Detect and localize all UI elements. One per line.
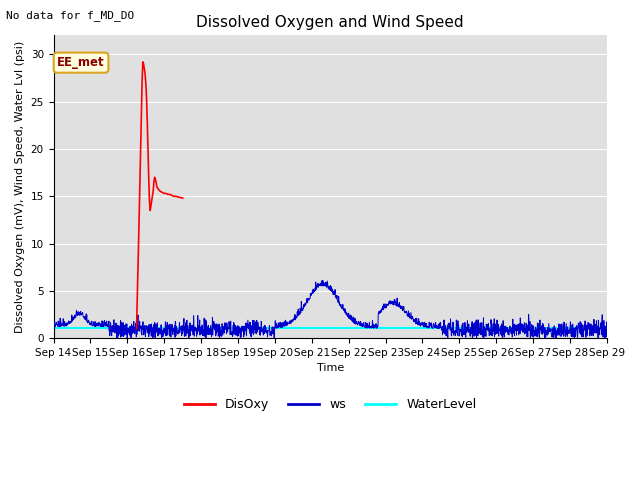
Legend: DisOxy, ws, WaterLevel: DisOxy, ws, WaterLevel <box>179 393 481 416</box>
Title: Dissolved Oxygen and Wind Speed: Dissolved Oxygen and Wind Speed <box>196 15 464 30</box>
X-axis label: Time: Time <box>317 363 344 373</box>
Text: No data for f_MD_DO: No data for f_MD_DO <box>6 10 134 21</box>
Y-axis label: Dissolved Oxygen (mV), Wind Speed, Water Lvl (psi): Dissolved Oxygen (mV), Wind Speed, Water… <box>15 41 25 333</box>
Text: EE_met: EE_met <box>57 56 105 69</box>
